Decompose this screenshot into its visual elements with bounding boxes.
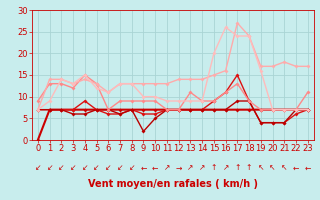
Text: ↖: ↖ <box>281 163 287 172</box>
Text: ↙: ↙ <box>129 163 135 172</box>
Text: ↙: ↙ <box>82 163 88 172</box>
Text: ↙: ↙ <box>117 163 123 172</box>
Text: ↖: ↖ <box>258 163 264 172</box>
Text: ↑: ↑ <box>246 163 252 172</box>
Text: ↑: ↑ <box>211 163 217 172</box>
Text: ↖: ↖ <box>269 163 276 172</box>
Text: ↗: ↗ <box>164 163 170 172</box>
Text: Vent moyen/en rafales ( km/h ): Vent moyen/en rafales ( km/h ) <box>88 179 258 189</box>
Text: ↙: ↙ <box>70 163 76 172</box>
Text: ↙: ↙ <box>105 163 111 172</box>
Text: →: → <box>175 163 182 172</box>
Text: ↗: ↗ <box>199 163 205 172</box>
Text: ↙: ↙ <box>93 163 100 172</box>
Text: ←: ← <box>305 163 311 172</box>
Text: ↙: ↙ <box>46 163 53 172</box>
Text: ↗: ↗ <box>187 163 194 172</box>
Text: ←: ← <box>152 163 158 172</box>
Text: ↙: ↙ <box>58 163 65 172</box>
Text: ←: ← <box>140 163 147 172</box>
Text: ←: ← <box>293 163 299 172</box>
Text: ↗: ↗ <box>222 163 229 172</box>
Text: ↑: ↑ <box>234 163 241 172</box>
Text: ↙: ↙ <box>35 163 41 172</box>
